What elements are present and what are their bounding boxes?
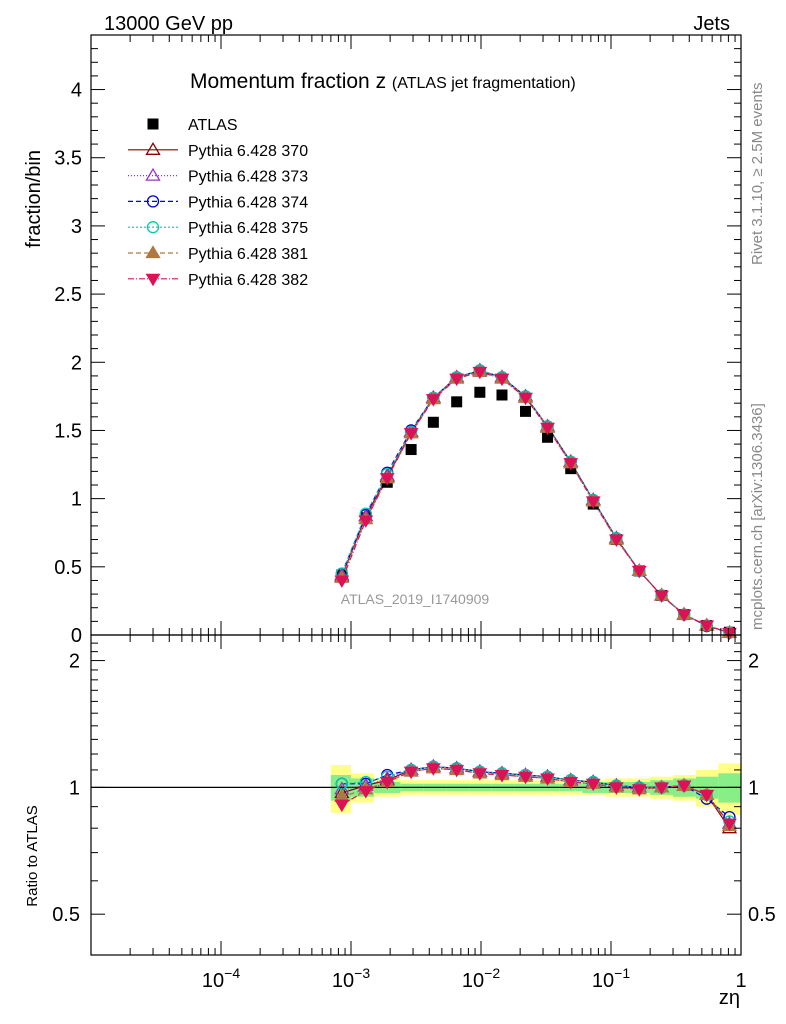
ratio-frame (90, 634, 742, 956)
series-0-point (427, 416, 439, 428)
x-tick-label: 10−2 (462, 965, 500, 992)
mcplots-label: mcplots.cern.ch [arXiv:1306.3436] (749, 403, 766, 630)
series-6-point (494, 373, 510, 387)
series-6-point (676, 609, 692, 623)
ratio-y-tick-label-left: 2 (69, 651, 80, 673)
legend: ATLAS Pythia 6.428 370 Pythia 6.428 373 Pyt… (128, 117, 308, 289)
y-tick-label: 3 (71, 216, 82, 238)
ratio-series-5-point (449, 764, 465, 778)
legend-marker (147, 118, 159, 130)
ratio-series-5-point (425, 763, 441, 776)
x-tick-label: 10−1 (592, 965, 630, 992)
ratio-series-5-point (358, 786, 374, 799)
ratio-series-5-point (609, 782, 624, 795)
series-0-point (451, 396, 463, 408)
legend-label: Pythia 6.428 382 (188, 272, 308, 289)
ratio-ylabel: Ratio to ATLAS (24, 805, 41, 906)
ratio-y-tick-label-right: 0.5 (748, 904, 776, 926)
legend-label: ATLAS (188, 117, 238, 134)
ratio-y-tick-label-right: 2 (748, 651, 759, 673)
header-right: Jets (693, 13, 730, 35)
ratio-series-5-point (540, 773, 555, 786)
series-6-point (334, 575, 350, 588)
ratio-series-5-point (403, 766, 419, 780)
y-tick-label: 2 (71, 352, 82, 374)
series-6-point (631, 565, 647, 579)
series-6-point (699, 620, 715, 633)
axes: 10−4 10−3 10−2 10−1 1 0 0.5 1 1.5 2 2.5 3 3.5 4 0.5 0.5… (52, 34, 776, 992)
y-tick-label: 0 (71, 625, 82, 647)
series-6-point (563, 458, 579, 471)
ratio-series-5-point (563, 776, 579, 790)
series-6-point (609, 534, 624, 548)
watermark: ATLAS_2019_I1740909 (341, 591, 490, 607)
series-markers (334, 362, 738, 834)
series-0-point (520, 405, 532, 417)
ratio-series-5-point (654, 782, 669, 795)
legend-marker (145, 245, 161, 259)
xlabel: zη (719, 987, 740, 1009)
ratio-y-tick-label-left: 0.5 (52, 904, 80, 926)
series-0-point (474, 386, 486, 398)
y-tick-label: 2.5 (54, 284, 82, 306)
series-6-point (449, 373, 465, 387)
legend-marker (145, 142, 161, 155)
main-title-text: Momentum fraction z (190, 70, 386, 93)
y-tick-label: 3.5 (54, 148, 82, 170)
legend-marker (146, 221, 160, 234)
main-title: Momentum fraction z (ATLAS jet fragmenta… (190, 70, 576, 93)
legend-label: Pythia 6.428 370 (188, 143, 308, 160)
legend-label: Pythia 6.428 375 (188, 220, 308, 237)
legend-marker (145, 167, 161, 181)
series-6-point (540, 422, 555, 436)
series-6-point (425, 394, 441, 407)
legend-marker (146, 195, 160, 208)
y-tick-label: 1.5 (54, 420, 82, 442)
series-0-point (405, 444, 417, 456)
series-6-point (585, 496, 601, 509)
legend-label: Pythia 6.428 381 (188, 246, 308, 263)
series-6-line (341, 371, 730, 634)
ratio-series-5-point (334, 799, 350, 813)
rivet-label: Rivet 3.1.10, ≥ 2.5M events (749, 83, 766, 266)
legend-label: Pythia 6.428 374 (188, 194, 308, 211)
ratio-series-5-point (379, 776, 395, 790)
ratio-series-5-point (699, 789, 715, 803)
series-6-point (403, 428, 419, 441)
main-title-sub: (ATLAS jet fragmentation) (392, 75, 576, 92)
header-left: 13000 GeV pp (104, 13, 233, 35)
x-tick-label: 10−3 (332, 965, 370, 992)
series-6-point (518, 392, 533, 406)
series-0-point (496, 389, 508, 401)
series-6-point (722, 627, 737, 641)
ratio-series-5-point (585, 778, 601, 792)
ratio-series-5-point (631, 784, 647, 797)
series-6-point (379, 473, 395, 486)
x-tick-label: 1 (735, 970, 746, 992)
main-ylabel: fraction/bin (23, 150, 45, 248)
x-tick-label: 10−4 (202, 965, 240, 992)
legend-marker (145, 273, 161, 287)
ratio-y-tick-label-right: 1 (748, 777, 759, 799)
series-6-point (654, 590, 669, 603)
legend-label: Pythia 6.428 373 (188, 169, 308, 186)
y-tick-label: 0.5 (54, 557, 82, 579)
y-tick-label: 4 (71, 80, 82, 102)
series-6-point (472, 366, 488, 380)
y-tick-label: 1 (71, 489, 82, 511)
ratio-y-tick-label-left: 1 (69, 777, 80, 799)
ratio-series-5-point (518, 771, 533, 785)
ratio-series-5-point (676, 780, 692, 794)
ratio-series-5-point (472, 768, 488, 781)
ratio-series-5-point (494, 769, 510, 783)
series-0-point (542, 431, 554, 443)
series-6-point (358, 515, 374, 528)
ratio-series-5-point (722, 818, 737, 832)
ratio-series-3-line (341, 765, 730, 822)
